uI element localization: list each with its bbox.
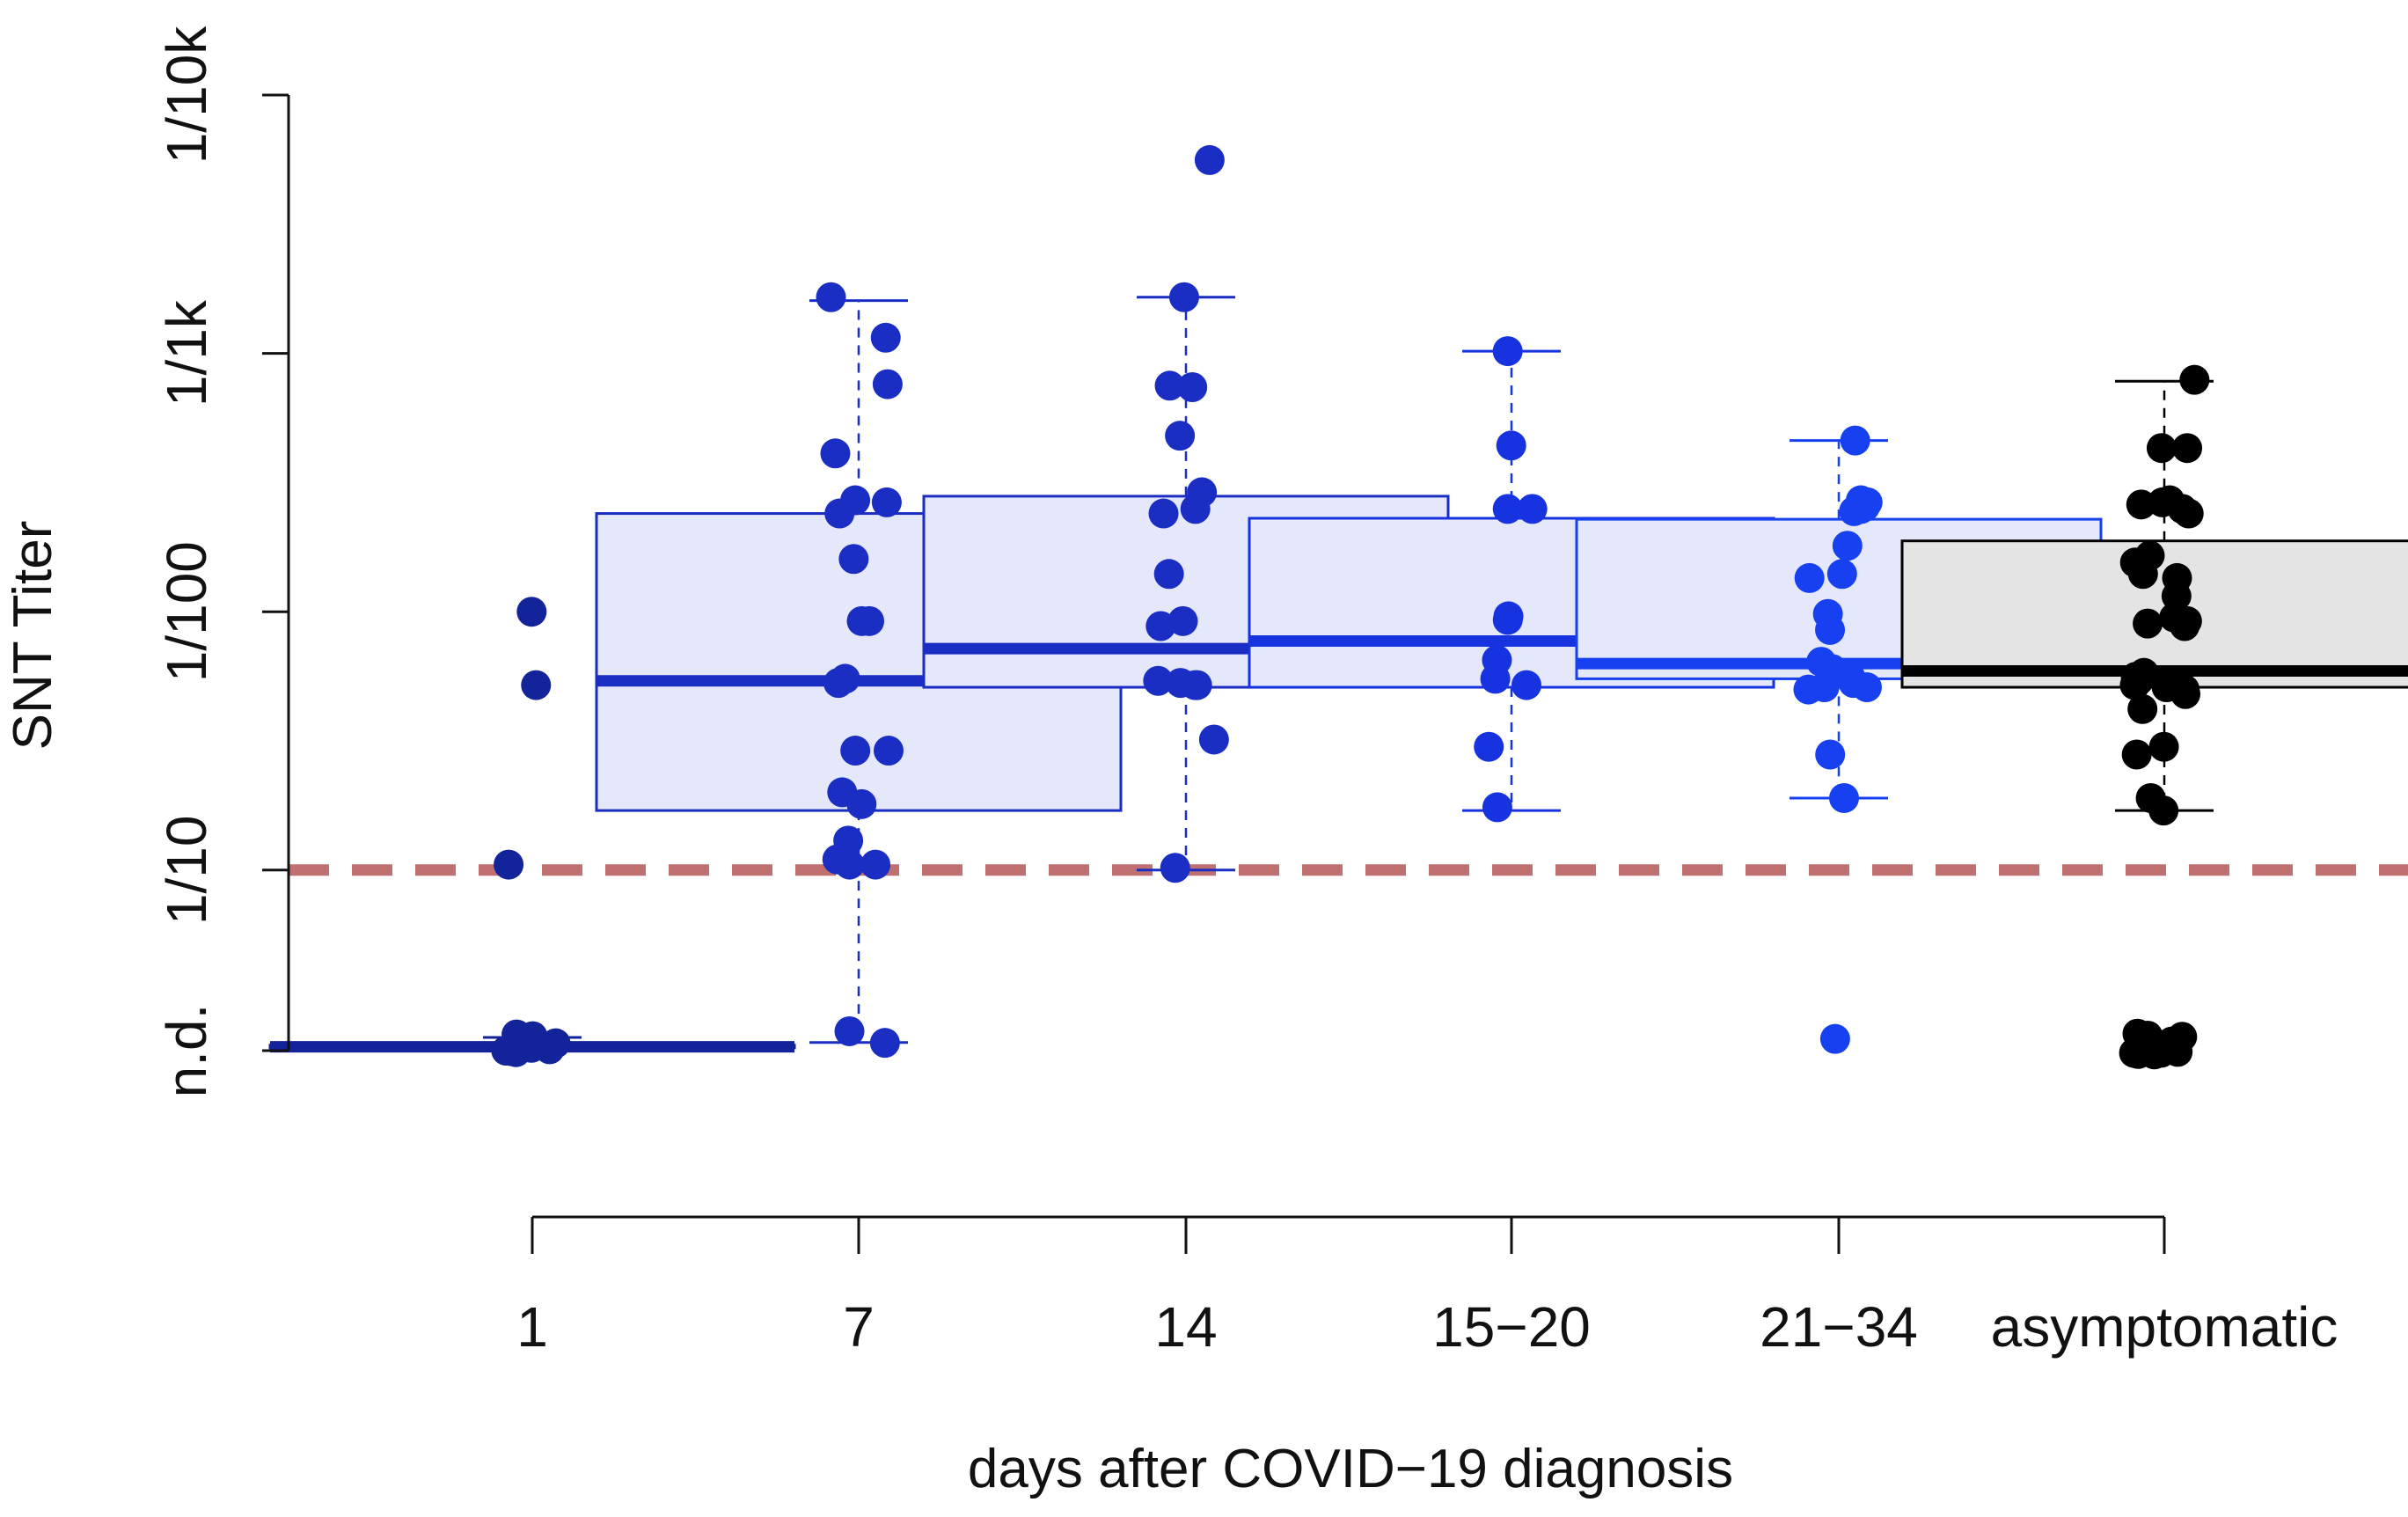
data-point: [1832, 531, 1863, 561]
data-point: [1198, 724, 1229, 755]
data-point: [834, 849, 865, 880]
y-tick-label: 1/10: [155, 816, 218, 926]
data-point: [869, 1028, 900, 1059]
data-point: [870, 322, 901, 353]
data-point: [1839, 495, 1870, 526]
data-point: [1492, 605, 1523, 635]
data-point: [494, 849, 524, 880]
data-point: [1492, 336, 1523, 367]
data-point: [2170, 678, 2201, 709]
data-point: [521, 670, 552, 700]
data-point: [1177, 371, 1208, 402]
data-point: [840, 736, 871, 766]
y-axis: n.d. 1/10 1/100 1/1k 1/10k: [155, 26, 290, 1098]
x-tick-label: asymptomatic: [1991, 1295, 2338, 1359]
x-tick-label: 14: [1154, 1295, 1217, 1359]
data-point: [2146, 433, 2177, 464]
data-point: [2172, 433, 2203, 464]
data-point: [873, 736, 904, 766]
data-point: [1496, 430, 1526, 461]
data-point: [823, 668, 853, 699]
data-point: [871, 487, 902, 517]
data-point: [1480, 663, 1511, 694]
y-tick-label: n.d.: [155, 1004, 218, 1098]
data-point: [1165, 421, 1196, 451]
data-point: [1511, 670, 1542, 700]
data-point: [1160, 853, 1190, 883]
data-point: [1482, 792, 1512, 823]
data-point: [1829, 782, 1860, 813]
data-point: [1154, 370, 1185, 401]
data-point: [516, 1032, 547, 1063]
data-point: [2179, 364, 2210, 395]
data-point: [1474, 731, 1504, 762]
data-point: [1148, 498, 1179, 529]
data-point: [2127, 559, 2158, 590]
data-point: [2133, 608, 2163, 639]
boxes-layer: [268, 296, 2408, 1053]
data-point: [2148, 731, 2179, 762]
data-point: [1143, 665, 1174, 696]
data-point: [2123, 1038, 2154, 1069]
x-tick-label: 1: [516, 1295, 548, 1359]
data-point: [2148, 795, 2179, 826]
y-tick-label: 1/1k: [155, 299, 218, 407]
data-point: [2126, 489, 2156, 520]
data-point: [820, 438, 851, 469]
data-point: [2163, 1037, 2193, 1067]
data-point: [1826, 559, 1857, 590]
data-point: [1517, 494, 1548, 524]
data-point: [1492, 494, 1523, 524]
x-axis-title: days after COVID−19 diagnosis: [968, 1439, 1733, 1499]
x-tick-label: 21−34: [1760, 1295, 1918, 1359]
data-point: [1819, 1023, 1850, 1054]
data-point: [1145, 611, 1176, 641]
y-tick-label: 1/100: [155, 541, 218, 682]
data-point: [1793, 674, 1824, 705]
data-point: [2127, 693, 2158, 724]
y-axis-title: SNT Titer: [3, 521, 63, 751]
data-point: [854, 605, 885, 636]
data-point: [1153, 559, 1184, 590]
data-point: [1815, 614, 1846, 645]
data-point: [2119, 670, 2150, 700]
data-point: [872, 369, 903, 399]
data-point: [2173, 498, 2204, 529]
data-point: [834, 1015, 865, 1046]
data-point: [2121, 739, 2152, 770]
data-point: [1194, 144, 1225, 175]
x-tick-label: 7: [843, 1295, 875, 1359]
data-point: [816, 282, 846, 312]
data-point: [516, 597, 547, 627]
data-point: [860, 849, 891, 880]
data-point: [846, 788, 877, 819]
data-point: [1840, 425, 1870, 456]
data-point: [1794, 562, 1825, 593]
data-point: [1168, 282, 1199, 312]
x-axis: 1 7 14 15−20 21−34 asymptomatic: [516, 1215, 2338, 1359]
x-tick-label: 15−20: [1432, 1295, 1591, 1359]
data-point: [2170, 611, 2200, 641]
data-point: [1815, 739, 1846, 770]
data-point: [838, 544, 869, 575]
points-layer: [491, 144, 2210, 1070]
data-point: [1180, 670, 1211, 700]
data-point: [1851, 672, 1882, 703]
data-point: [824, 498, 855, 529]
y-tick-label: 1/10k: [155, 26, 218, 165]
data-point: [1180, 494, 1211, 524]
